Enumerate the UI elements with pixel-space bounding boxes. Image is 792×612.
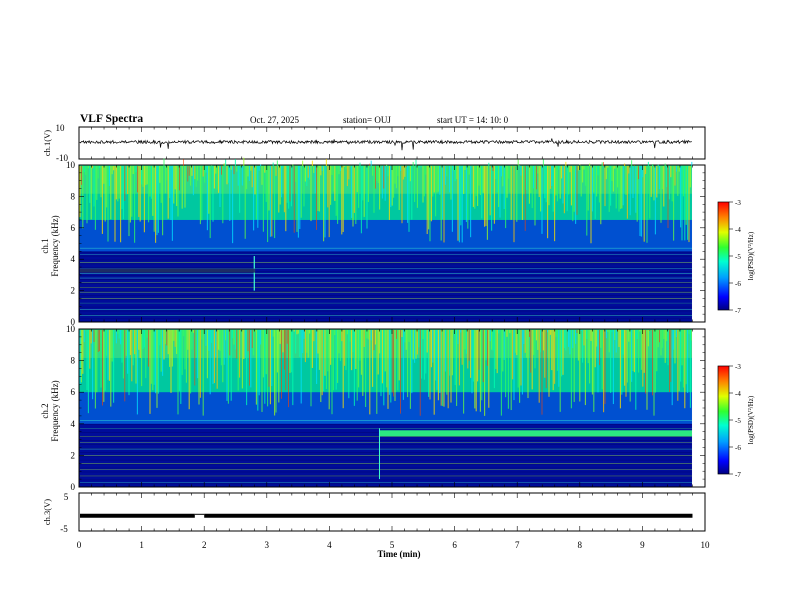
ch3-trace-panel: 5 -5 ch.3(V): [42, 492, 706, 534]
ch1-colorbar-ticks: -3 -4 -5 -6 -7: [729, 199, 741, 315]
station-label: station= OUJ: [343, 115, 391, 125]
ch2-spec-channel-label: ch.2: [40, 403, 50, 418]
xtick-label: 1: [139, 540, 144, 550]
ch2-colorbar-ticks: -3 -4 -5 -6 -7: [729, 363, 741, 479]
ch3-trace-line: [80, 513, 693, 518]
ytick-label: 4: [71, 419, 76, 429]
xtick-label: 2: [202, 540, 207, 550]
colorbar-tick-label: -4: [735, 390, 741, 398]
ch3-trace-frame: [78, 492, 706, 532]
spec-band: [379, 430, 693, 437]
xtick-label: 5: [390, 540, 395, 550]
ch2-colorbar: -3 -4 -5 -6 -7 log(PSD)(V²/Hz): [717, 363, 755, 479]
ch1-spectrogram-image: [79, 157, 693, 322]
xtick-label: 0: [77, 540, 82, 550]
figure-title: VLF Spectra: [80, 113, 144, 125]
colorbar-tick-label: -3: [735, 199, 741, 207]
ch1-colorbar-label: log(PSD)(V²/Hz): [747, 231, 755, 280]
ch1-colorbar-gradient: [717, 201, 730, 311]
colorbar-tick-label: -6: [735, 280, 741, 288]
xtick-label: 3: [265, 540, 270, 550]
time-axis-label: Time (min): [377, 549, 420, 559]
ch1-waveform-panel: 10 -10 ch.1(V): [42, 123, 706, 163]
ch1-ytick-bottom: -10: [56, 153, 68, 163]
ch1-waveform-path: [79, 138, 693, 151]
ch3-trace-axis: [78, 493, 706, 531]
ch1-ylabel: ch.1(V): [42, 130, 52, 156]
xtick-label: 6: [452, 540, 457, 550]
date-label: Oct. 27, 2025: [250, 115, 299, 125]
xtick-label: 4: [327, 540, 332, 550]
ytick-label: 10: [66, 324, 76, 334]
ch2-spectrogram-image: [79, 329, 693, 487]
ch1-ytick-top: 10: [56, 123, 66, 133]
ch3-ytick-top: 5: [64, 492, 69, 502]
xtick-label: 9: [640, 540, 645, 550]
ch1-spectrogram-panel: 0 2 4 6 8 10 ch.1 Frequency (kHz): [40, 157, 706, 327]
xtick-label: 8: [578, 540, 583, 550]
ytick-label: 6: [71, 387, 76, 397]
ytick-label: 6: [71, 223, 76, 233]
ytick-label: 2: [71, 286, 76, 296]
ch1-spec-ylabel: Frequency (kHz): [50, 215, 60, 276]
colorbar-tick-label: -7: [735, 471, 741, 479]
ch2-spectrogram-axis: 0 2 4 6 8 10: [66, 324, 706, 492]
colorbar-tick-label: -6: [735, 444, 741, 452]
ch2-colorbar-label: log(PSD)(V²/Hz): [747, 395, 755, 444]
ch1-waveform-trace: [79, 138, 693, 151]
ch2-spec-ylabel: Frequency (kHz): [50, 380, 60, 441]
ytick-label: 0: [71, 317, 76, 327]
ytick-label: 0: [71, 482, 76, 492]
spec-mid-band: [79, 392, 693, 424]
xtick-label: 7: [515, 540, 520, 550]
colorbar-tick-label: -7: [735, 307, 741, 315]
ch1-spectrogram-axis: 0 2 4 6 8 10: [66, 160, 706, 327]
ch3-ylabel: ch.3(V): [42, 499, 52, 525]
ch1-colorbar: -3 -4 -5 -6 -7 log(PSD)(V²/Hz): [717, 199, 755, 315]
colorbar-tick-label: -3: [735, 363, 741, 371]
colorbar-tick-label: -4: [735, 226, 741, 234]
ytick-label: 10: [66, 160, 76, 170]
spec-mid-band: [79, 219, 693, 252]
ch1-waveform-axis: [78, 127, 706, 159]
time-axis: 0 1 2 3 4 5 6 7 8 9 10: [77, 540, 710, 550]
colorbar-tick-label: -5: [735, 253, 741, 261]
start-time-label: start UT = 14: 10: 0: [437, 115, 509, 125]
xtick-label: 10: [701, 540, 711, 550]
ytick-label: 8: [71, 191, 76, 201]
ch3-ytick-bottom: -5: [60, 524, 68, 534]
ytick-label: 2: [71, 450, 76, 460]
spec-early-band: [80, 268, 256, 273]
ch2-spectrogram-panel: 0 2 4 6 8 10 ch.2 Frequency (kHz): [40, 324, 706, 492]
colorbar-tick-label: -5: [735, 417, 741, 425]
ch1-spec-channel-label: ch.1: [40, 238, 50, 253]
ytick-label: 4: [71, 254, 76, 264]
ytick-label: 8: [71, 356, 76, 366]
ch2-colorbar-gradient: [717, 365, 730, 475]
